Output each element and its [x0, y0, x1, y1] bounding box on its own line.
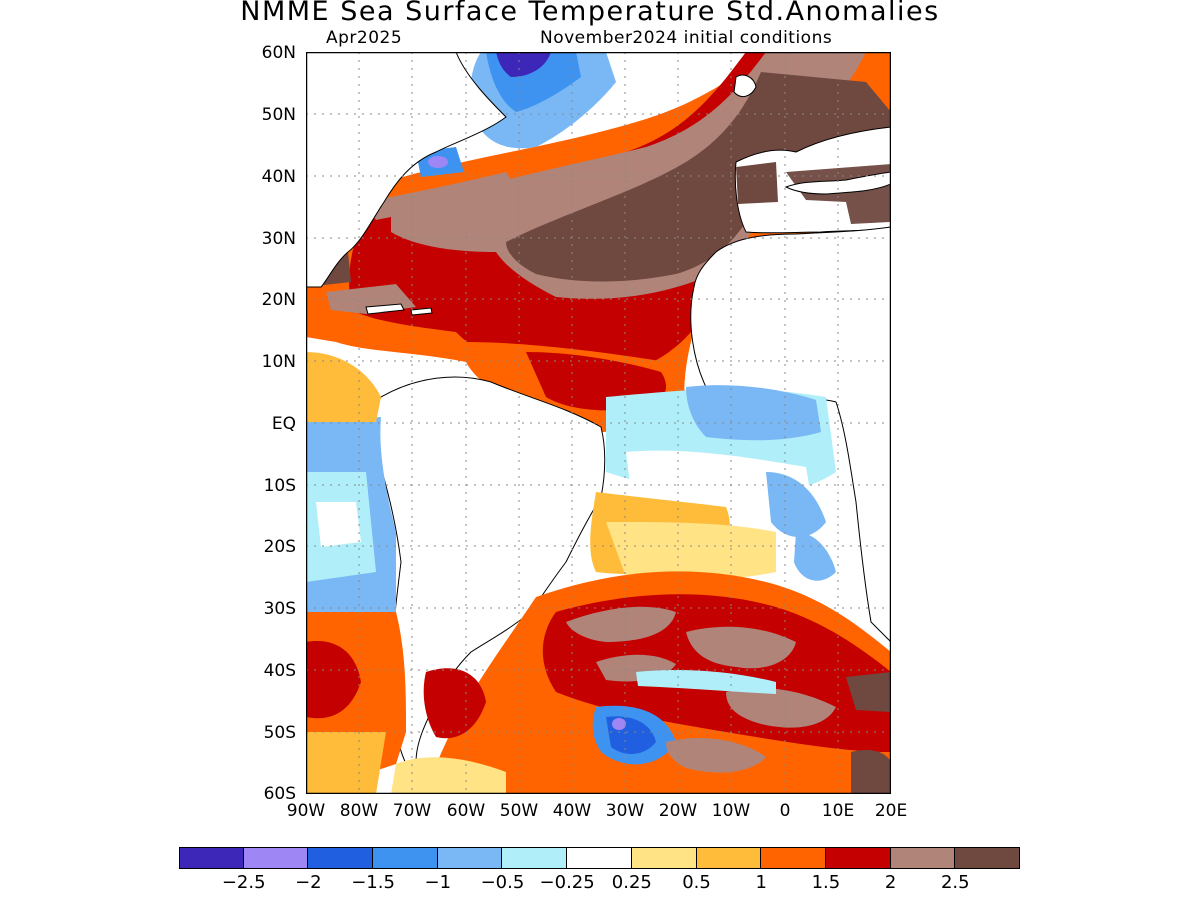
- lon-label-50w: 50W: [499, 801, 539, 821]
- colorbar-label: 1: [755, 872, 767, 893]
- s-atlantic-purple: [612, 718, 626, 730]
- lon-label-10w: 10W: [711, 801, 751, 821]
- peru-warm: [306, 352, 381, 422]
- med-land-overlay: [784, 171, 891, 195]
- angola-blue: [794, 532, 836, 581]
- graticule: [306, 52, 891, 794]
- se-pacific-white: [316, 502, 361, 547]
- lat-label-50s: 50S: [263, 723, 296, 743]
- lon-label-60w: 60W: [446, 801, 486, 821]
- s-atlantic-brown-2: [851, 750, 891, 794]
- lon-label-90w: 90W: [286, 801, 326, 821]
- colorbar-label: −1.5: [351, 872, 395, 893]
- lon-label-0: 0: [779, 801, 791, 821]
- s-atlantic-light-blue: [636, 670, 776, 694]
- brazil-current-yellow: [606, 522, 776, 581]
- colorbar-label: −2: [295, 872, 322, 893]
- lat-label-60n: 60N: [261, 43, 296, 63]
- lat-label-eq: EQ: [271, 414, 296, 434]
- equatorial-blue: [686, 385, 821, 441]
- lon-label-80w: 80W: [339, 801, 379, 821]
- lat-label-20s: 20S: [263, 537, 296, 557]
- colorbar-swatch: [696, 847, 762, 869]
- lat-label-10s: 10S: [263, 476, 296, 496]
- colorbar-swatch: [179, 847, 244, 869]
- colorbar-label: −0.25: [539, 872, 595, 893]
- colorbar-label: −1: [424, 872, 452, 893]
- forecast-month: Apr2025: [326, 28, 403, 48]
- colorbar-swatch: [502, 847, 568, 869]
- gulf-stream-tan: [366, 172, 516, 220]
- equatorial-white: [626, 450, 811, 503]
- iberia-tan: [736, 162, 778, 204]
- s-atlantic-tan-5: [666, 737, 766, 773]
- lat-label-40s: 40S: [263, 661, 296, 681]
- colorbar-label: 0.5: [682, 872, 711, 893]
- colorbar-swatch: [567, 847, 632, 869]
- colorbar-label: 2: [884, 872, 897, 893]
- anomaly-map: [306, 52, 891, 794]
- colorbar-label: −2.5: [221, 872, 266, 893]
- british-isles: [733, 74, 757, 98]
- colorbar-swatch: [308, 847, 374, 869]
- colorbar-swatch: [631, 847, 697, 869]
- lon-label-20e: 20E: [874, 801, 908, 821]
- colorbar-swatch: [825, 847, 891, 869]
- n-atlantic-warm-brown: [506, 72, 891, 282]
- colorbar-label: −0.5: [480, 872, 525, 893]
- s-atlantic-tan-3: [726, 687, 836, 728]
- labrador-cold-deep: [496, 52, 551, 77]
- north-america-land: [306, 52, 507, 288]
- colorbar-swatch: [243, 847, 309, 869]
- lon-label-70w: 70W: [392, 801, 432, 821]
- s-atlantic-tan-2: [686, 626, 796, 669]
- colorbar-label: 1.5: [811, 872, 841, 893]
- colorbar-swatch: [373, 847, 438, 869]
- lat-label-40n: 40N: [261, 167, 296, 187]
- map-title: NMME Sea Surface Temperature Std.Anomali…: [240, 0, 940, 27]
- lon-label-30w: 30W: [605, 801, 645, 821]
- lon-label-40w: 40W: [552, 801, 592, 821]
- s-atlantic-brown-1: [846, 672, 891, 712]
- lat-label-50n: 50N: [261, 105, 296, 125]
- lon-label-20w: 20W: [658, 801, 698, 821]
- colorbar-outline: [179, 847, 1020, 869]
- drake-yellow: [391, 757, 506, 794]
- falklands-warm: [423, 668, 486, 739]
- initial-conditions: November2024 initial conditions: [540, 28, 833, 48]
- lat-label-30n: 30N: [261, 229, 296, 249]
- lat-label-20n: 20N: [261, 290, 296, 310]
- lat-label-10n: 10N: [261, 352, 296, 372]
- lat-label-60s: 60S: [263, 784, 296, 804]
- lon-label-10e: 10E: [821, 801, 855, 821]
- colorbar-swatch: [761, 847, 826, 869]
- se-pacific-red-core: [312, 695, 330, 713]
- colorbar-label: 0.25: [611, 872, 652, 893]
- s-atlantic-tan-1: [566, 606, 676, 642]
- caribbean-islands: [365, 303, 433, 316]
- south-america-land: [370, 376, 606, 765]
- colorbar-swatch: [437, 847, 503, 869]
- nova-scotia-cold-core: [428, 156, 448, 168]
- lat-label-30s: 30S: [263, 599, 296, 619]
- se-pacific-yellow: [306, 732, 386, 794]
- colorbar-label: 2.5: [940, 872, 970, 893]
- se-atlantic-blue: [766, 472, 826, 537]
- colorbar-swatch: [890, 847, 956, 869]
